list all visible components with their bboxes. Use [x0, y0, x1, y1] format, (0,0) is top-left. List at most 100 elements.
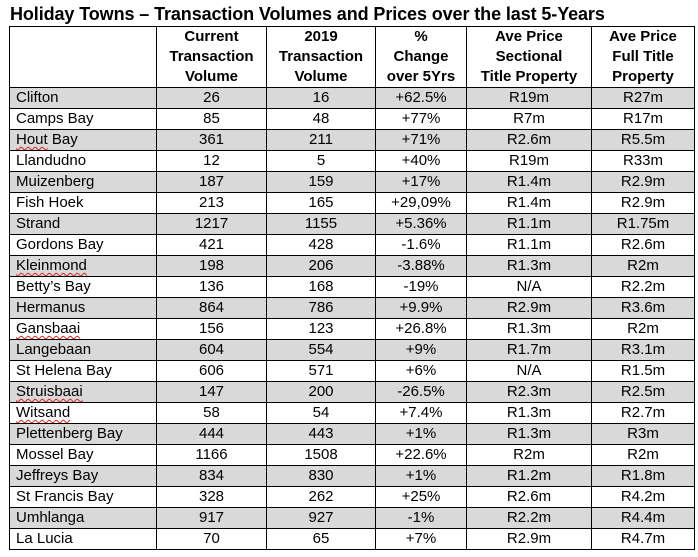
town-cell-text: Clifton	[16, 89, 59, 106]
percent-change-cell-text: -1%	[407, 509, 435, 526]
current-volume-cell: 70	[156, 528, 267, 550]
percent-change-cell: -19%	[375, 276, 467, 298]
header-line: Current	[184, 28, 239, 45]
sectional-price-cell: N/A	[466, 360, 592, 382]
percent-change-cell: +7%	[375, 528, 467, 550]
town-cell: Umhlanga	[9, 507, 157, 529]
table-row: Kleinmond 198 206 -3.88% R1.3m R2m	[9, 255, 695, 277]
transactions-table: Current Transaction Volume 2019 Transaction V…	[9, 26, 695, 550]
percent-change-cell: -26.5%	[375, 381, 467, 403]
header-line: Full Title	[612, 48, 674, 65]
sectional-price-cell: R7m	[466, 108, 592, 130]
volume-2019-cell-text: 168	[308, 278, 334, 295]
current-volume-cell-text: 864	[198, 299, 225, 316]
table-header: Current Transaction Volume 2019 Transaction V…	[9, 26, 695, 88]
percent-change-cell-text: +77%	[401, 110, 441, 127]
table-row: Llandudno 12 5 +40% R19m R33m	[9, 150, 695, 172]
sectional-price-cell: R2.2m	[466, 507, 592, 529]
percent-change-cell-text: +26.8%	[395, 320, 447, 337]
volume-2019-cell: 206	[266, 255, 376, 277]
sectional-price-cell-text: R7m	[513, 110, 545, 127]
percent-change-cell: +71%	[375, 129, 467, 151]
page-title: Holiday Towns – Transaction Volumes and …	[10, 4, 605, 24]
full-title-price-cell: R4.7m	[591, 528, 695, 550]
percent-change-cell: -1%	[375, 507, 467, 529]
full-title-price-cell-text: R4.7m	[620, 530, 666, 547]
sectional-price-cell-text: R2.3m	[506, 383, 552, 400]
header-line	[11, 67, 156, 87]
town-cell: Witsand	[9, 402, 157, 424]
town-cell-text: Struisbaai	[16, 383, 83, 400]
sectional-price-cell: R2.3m	[466, 381, 592, 403]
town-cell: Gansbaai	[9, 318, 157, 340]
current-volume-cell-text: 328	[198, 488, 225, 505]
header-percent-change: % Change over 5Yrs	[375, 26, 467, 88]
full-title-price-cell-text: R4.4m	[620, 509, 666, 526]
sectional-price-cell: R2.6m	[466, 486, 592, 508]
percent-change-cell: +1%	[375, 465, 467, 487]
volume-2019-cell-text: 443	[308, 425, 334, 442]
volume-2019-cell: 200	[266, 381, 376, 403]
current-volume-cell: 1166	[156, 444, 267, 466]
town-cell-text: Betty’s Bay	[16, 278, 91, 295]
full-title-price-cell: R5.5m	[591, 129, 695, 151]
current-volume-cell-text: 26	[203, 89, 220, 106]
current-volume-cell: 421	[156, 234, 267, 256]
full-title-price-cell-text: R1.8m	[620, 467, 666, 484]
full-title-price-cell-text: R5.5m	[620, 131, 666, 148]
town-cell: Clifton	[9, 87, 157, 109]
town-cell-text: Mossel Bay	[16, 446, 94, 463]
header-current-volume: Current Transaction Volume	[156, 26, 267, 88]
full-title-price-cell: R27m	[591, 87, 695, 109]
full-title-price-cell-text: R2m	[627, 446, 659, 463]
table-row: Gordons Bay 421 428 -1.6% R1.1m R2.6m	[9, 234, 695, 256]
volume-2019-cell: 571	[266, 360, 376, 382]
sectional-price-cell-text: R19m	[508, 89, 549, 106]
full-title-price-cell: R2m	[591, 255, 695, 277]
sectional-price-cell-text: R1.3m	[506, 320, 552, 337]
percent-change-cell-text: +71%	[401, 131, 441, 148]
current-volume-cell: 136	[156, 276, 267, 298]
volume-2019-cell: 48	[266, 108, 376, 130]
table-row: Camps Bay 85 48 +77% R7m R17m	[9, 108, 695, 130]
full-title-price-cell: R2.9m	[591, 192, 695, 214]
full-title-price-cell-text: R3.1m	[620, 341, 666, 358]
sectional-price-cell: R1.3m	[466, 423, 592, 445]
town-cell: Hermanus	[9, 297, 157, 319]
header-line: Volume	[184, 68, 239, 85]
current-volume-cell: 328	[156, 486, 267, 508]
header-line: Volume	[294, 68, 348, 85]
spellcheck-underline: Gansbaai	[16, 320, 81, 337]
volume-2019-cell-text: 200	[308, 383, 334, 400]
sectional-price-cell: R1.4m	[466, 171, 592, 193]
table-row: Hout Bay 361 211 +71% R2.6m R5.5m	[9, 129, 695, 151]
sectional-price-cell: R1.1m	[466, 213, 592, 235]
town-cell-text: Camps Bay	[16, 110, 94, 127]
sectional-price-cell: R1.4m	[466, 192, 592, 214]
header-line: Transaction	[278, 48, 364, 65]
town-cell-text: La Lucia	[16, 530, 73, 547]
volume-2019-cell: 16	[266, 87, 376, 109]
current-volume-cell-text: 70	[203, 530, 220, 547]
spellcheck-underline: Hout	[16, 131, 48, 148]
sectional-price-cell-text: R2m	[513, 446, 545, 463]
current-volume-cell-text: 421	[198, 236, 225, 253]
current-volume-cell-text: 444	[198, 425, 225, 442]
percent-change-cell-text: +1%	[405, 467, 437, 484]
volume-2019-cell: 830	[266, 465, 376, 487]
sectional-price-cell-text: R2.9m	[506, 299, 552, 316]
volume-2019-cell-text: 262	[308, 488, 334, 505]
table-row: Strand 1217 1155 +5.36% R1.1m R1.75m	[9, 213, 695, 235]
table-row: Witsand 58 54 +7.4% R1.3m R2.7m	[9, 402, 695, 424]
header-row: Current Transaction Volume 2019 Transaction V…	[9, 26, 695, 88]
town-cell-text: St Francis Bay	[16, 488, 114, 505]
percent-change-cell-text: +62.5%	[395, 89, 447, 106]
table-row: Jeffreys Bay 834 830 +1% R1.2m R1.8m	[9, 465, 695, 487]
full-title-price-cell: R3.6m	[591, 297, 695, 319]
town-cell-text: Witsand	[16, 404, 70, 421]
header-line: Title Property	[480, 68, 578, 85]
sectional-price-cell: R2.9m	[466, 297, 592, 319]
sectional-price-cell-text: R1.1m	[506, 215, 552, 232]
percent-change-cell: -3.88%	[375, 255, 467, 277]
table-row: Plettenberg Bay 444 443 +1% R1.3m R3m	[9, 423, 695, 445]
